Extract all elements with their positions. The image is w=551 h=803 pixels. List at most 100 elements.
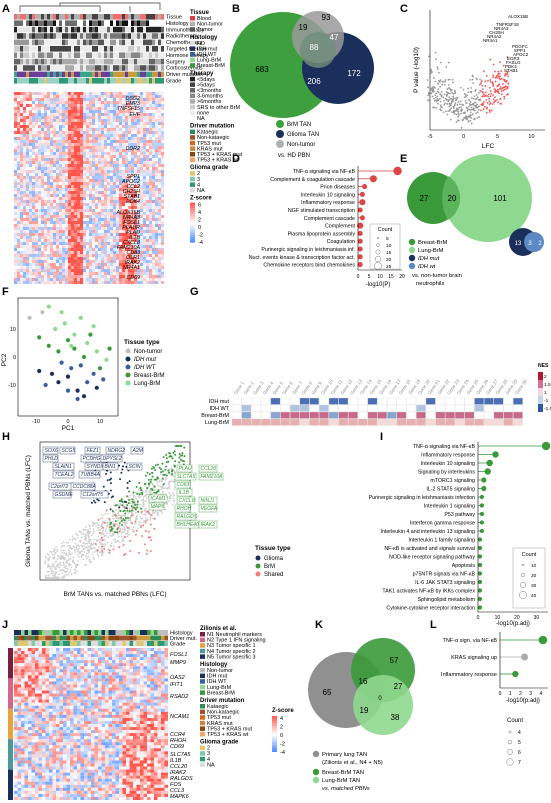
heat-cell — [35, 218, 38, 221]
heat-cell — [41, 248, 44, 251]
heat-cell — [41, 239, 44, 242]
heat-cell — [83, 248, 86, 251]
heat-cell — [113, 245, 116, 248]
heat-cell — [143, 125, 146, 128]
track-cell — [41, 20, 44, 26]
heat-cell — [86, 260, 89, 263]
heat-cell — [80, 134, 83, 137]
heat-cell — [14, 128, 17, 131]
heat-cell — [116, 230, 119, 233]
h-point-bg — [82, 528, 85, 530]
heat-cell — [89, 281, 92, 284]
heat-cell — [77, 113, 80, 116]
heat-cell — [38, 197, 41, 200]
heat-cell — [71, 173, 74, 176]
heat-cell — [59, 236, 62, 239]
heat-cell — [146, 140, 149, 143]
heat-cell — [128, 281, 131, 284]
f-x-tick: -10 — [32, 419, 40, 425]
c-point — [461, 119, 464, 122]
heat-cell — [23, 281, 26, 284]
d-row-label: Inflammatory response — [301, 200, 355, 206]
heat-cell — [29, 251, 32, 254]
heat-cell — [104, 242, 107, 245]
heat-cell — [74, 251, 77, 254]
c-point — [504, 88, 507, 90]
heat-cell — [137, 92, 140, 95]
heat-cell — [101, 131, 104, 134]
heat-cell — [80, 227, 83, 230]
heat-cell — [107, 191, 110, 194]
track-cell — [128, 39, 131, 46]
heat-cell — [149, 137, 152, 140]
heat-cell — [56, 218, 59, 221]
heat-cell — [113, 116, 116, 119]
heat-cell — [62, 131, 65, 134]
venn-lung — [444, 154, 532, 242]
track-cell — [119, 14, 122, 20]
track-cell — [110, 39, 113, 46]
heat-cell — [56, 185, 59, 188]
g-cell — [454, 404, 465, 412]
heat-cell — [152, 248, 155, 251]
heat-cell — [122, 272, 125, 275]
heat-cell — [149, 110, 152, 113]
h-point-bg — [165, 487, 167, 490]
heat-cell — [56, 98, 59, 101]
h-point-bg — [49, 555, 51, 558]
heat-cell — [86, 113, 89, 116]
heat-cell — [131, 182, 134, 185]
heat-cell — [17, 119, 20, 122]
h-point-bg — [62, 561, 65, 564]
heat-cell — [95, 125, 98, 128]
heat-cell — [74, 161, 77, 164]
heat-cell — [86, 164, 89, 167]
c-point — [488, 100, 491, 103]
heat-cell — [155, 140, 158, 143]
heat-cell — [89, 191, 92, 194]
heat-cell — [119, 92, 122, 95]
heat-cell — [35, 137, 38, 140]
heat-cell — [47, 245, 50, 248]
heat-cell — [158, 212, 161, 215]
heat-cell — [146, 152, 149, 155]
heat-cell — [86, 221, 89, 224]
f-point — [56, 349, 61, 354]
heat-cell — [83, 209, 86, 212]
heat-cell — [35, 281, 38, 284]
heat-cell — [38, 230, 41, 233]
heat-cell — [95, 155, 98, 158]
track-cell — [140, 46, 143, 52]
heat-cell — [149, 101, 152, 104]
heat-cell — [29, 215, 32, 218]
heat-cell — [122, 140, 125, 143]
heat-cell — [149, 227, 152, 230]
heat-cell — [140, 221, 143, 224]
heat-cell — [59, 137, 62, 140]
heat-cell — [137, 227, 140, 230]
heat-cell — [131, 251, 134, 254]
heat-cell — [44, 140, 47, 143]
legend-item-a: <5days — [197, 77, 215, 83]
heat-cell — [146, 236, 149, 239]
g-cell — [503, 411, 514, 419]
c-point — [470, 97, 473, 99]
heat-cell — [59, 263, 62, 266]
track-cell — [68, 33, 71, 39]
g-cell — [406, 404, 417, 412]
heat-cell — [113, 104, 116, 107]
heat-cell — [104, 119, 107, 122]
heat-cell — [44, 230, 47, 233]
heat-cell — [26, 167, 29, 170]
g-cell — [445, 411, 455, 419]
heat-cell — [56, 182, 59, 185]
heat-cell — [143, 179, 146, 182]
legend-item-a: TP53 + KRAS mut — [197, 152, 243, 158]
heat-cell — [65, 248, 68, 251]
heat-cell — [23, 236, 26, 239]
gene-label-a: OLR1 — [126, 255, 140, 261]
heat-cell — [101, 170, 104, 173]
heat-cell — [92, 101, 95, 104]
heat-cell — [71, 98, 74, 101]
heat-cell — [122, 98, 125, 101]
